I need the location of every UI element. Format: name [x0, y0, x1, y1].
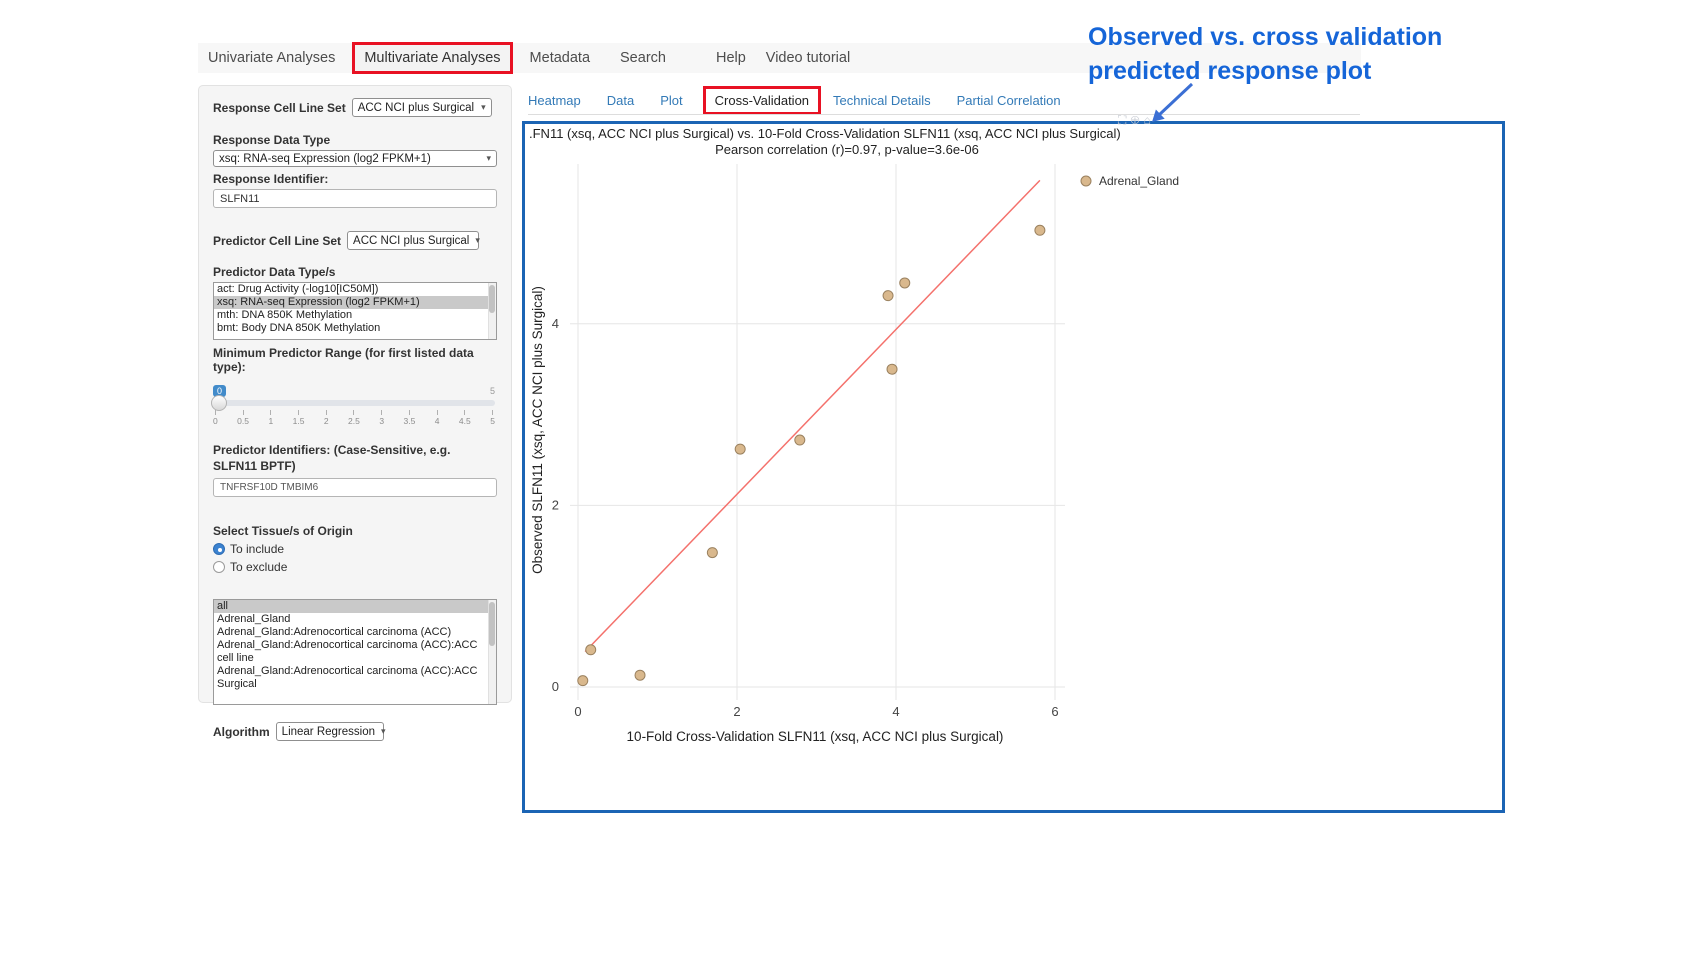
nav-video-tutorial[interactable]: Video tutorial [765, 50, 851, 66]
svg-text:10-Fold Cross-Validation SLFN1: 10-Fold Cross-Validation SLFN11 (xsq, AC… [627, 729, 1004, 744]
analysis-settings-panel: Response Cell Line Set ACC NCI plus Surg… [198, 85, 512, 742]
response-cell-line-set-label: Response Cell Line Set [213, 100, 346, 115]
response-cell-line-set-select[interactable]: ACC NCI plus Surgical ▾ [351, 98, 492, 117]
nav-univariate-analyses[interactable]: Univariate Analyses [208, 50, 336, 66]
svg-text:Adrenal_Gland: Adrenal_Gland [1099, 174, 1179, 188]
scrollbar[interactable] [488, 283, 496, 339]
chevron-down-icon: ▾ [486, 153, 491, 163]
list-item[interactable]: Adrenal_Gland:Adrenocortical carcinoma (… [217, 665, 478, 691]
tab-technical-details[interactable]: Technical Details [833, 92, 931, 108]
annotation-line2: predicted response plot [1088, 57, 1372, 85]
tissue-listbox: all Adrenal_Gland Adrenal_Gland:Adrenoco… [213, 599, 497, 706]
nav-multivariate-analyses[interactable]: Multivariate Analyses [352, 42, 513, 74]
list-item[interactable]: bmt: Body DNA 850K Methylation [217, 322, 381, 334]
list-item[interactable]: Adrenal_Gland [217, 613, 291, 626]
chevron-down-icon: ▾ [475, 235, 480, 245]
svg-text:6: 6 [1051, 704, 1058, 719]
svg-text:2: 2 [733, 704, 740, 719]
svg-text:0: 0 [552, 679, 559, 694]
response-identifier-label: Response Identifier: [213, 172, 329, 186]
cross-validation-plot[interactable]: 0 2 4 6 0 2 4 .FN11 (xsq, ACC NCI plus Surgical… [525, 124, 1502, 810]
predictor-data-types-label: Predictor Data Type/s [213, 265, 336, 279]
annotation-line1: Observed vs. cross validation [1088, 23, 1443, 51]
tab-data[interactable]: Data [606, 92, 635, 108]
predictor-data-types-listbox: act: Drug Activity (-log10[IC50M]) xsq: … [213, 282, 497, 340]
annotation-arrow-icon [1152, 82, 1194, 122]
response-data-type-select[interactable]: xsq: RNA-seq Expression (log2 FPKM+1) ▾ [213, 150, 497, 167]
tab-plot[interactable]: Plot [660, 92, 683, 108]
predictor-identifiers-label: Predictor Identifiers: (Case-Sensitive, … [213, 443, 451, 474]
camera-icon[interactable]: ⛶ [1118, 113, 1131, 127]
predictor-cell-line-set-select[interactable]: ACC NCI plus Surgical ▾ [347, 231, 480, 250]
radio-label: To include [230, 542, 285, 557]
nav-metadata[interactable]: Metadata [529, 50, 591, 66]
chevron-down-icon: ▾ [481, 102, 486, 112]
slider-value-badge: 0 [213, 385, 227, 397]
home-icon[interactable]: ⌂ [1143, 113, 1155, 127]
tab-cross-validation[interactable]: Cross-Validation [702, 85, 822, 115]
list-item[interactable]: xsq: RNA-seq Expression (log2 FPKM+1) [214, 296, 496, 309]
svg-text:0: 0 [574, 704, 581, 719]
response-identifier-input[interactable] [213, 189, 497, 208]
zoom-icon[interactable]: ⊕ [1130, 113, 1144, 127]
tab-heatmap[interactable]: Heatmap [528, 92, 581, 108]
list-item[interactable]: all [214, 600, 496, 614]
scrollbar[interactable] [488, 600, 496, 705]
chevron-down-icon: ▾ [381, 726, 386, 737]
algorithm-select[interactable]: Linear Regression ▾ [275, 722, 386, 742]
list-item[interactable]: Adrenal_Gland:Adrenocortical carcinoma (… [217, 639, 478, 665]
tabs-divider [528, 114, 1360, 115]
svg-text:4: 4 [552, 316, 559, 331]
algorithm-label: Algorithm [213, 724, 270, 739]
plot-modebar[interactable]: ⛶⊕⌂ [1118, 113, 1155, 128]
list-item[interactable]: Adrenal_Gland:Adrenocortical carcinoma (… [217, 626, 452, 639]
list-item[interactable]: act: Drug Activity (-log10[IC50M]) [217, 283, 379, 295]
min-predictor-range-slider: 0 5 0 0.5 1 1.5 2 2.5 3 3.5 4 4.5 5 [211, 385, 495, 432]
radio-label: To exclude [230, 560, 288, 575]
annotation-text: Observed vs. cross validation predicted … [1088, 20, 1508, 88]
response-data-type-value: xsq: RNA-seq Expression (log2 FPKM+1) [219, 152, 431, 165]
slider-grid: 0 0.5 1 1.5 2 2.5 3 3.5 4 4.5 5 [213, 410, 495, 426]
radio-icon [213, 543, 225, 556]
svg-text:2: 2 [552, 497, 559, 512]
svg-text:.FN11 (xsq, ACC NCI plus Surgi: .FN11 (xsq, ACC NCI plus Surgical) vs. 1… [529, 126, 1121, 141]
slider-max-label: 5 [489, 386, 495, 396]
response-cell-line-set-value: ACC NCI plus Surgical [357, 101, 475, 114]
tab-partial-correlation[interactable]: Partial Correlation [956, 92, 1061, 108]
algorithm-value: Linear Regression [281, 725, 376, 738]
predictor-cell-line-set-label: Predictor Cell Line Set [213, 233, 342, 248]
top-navigation: Univariate Analyses Multivariate Analyse… [198, 42, 1361, 74]
list-item[interactable]: mth: DNA 850K Methylation [217, 309, 353, 321]
radio-to-exclude[interactable]: To exclude [213, 560, 497, 574]
cross-validation-plot-frame: 0 2 4 6 0 2 4 .FN11 (xsq, ACC NCI plus Surgical… [522, 121, 1505, 813]
result-tabs: Heatmap Data Plot Cross-Validation Techn… [528, 85, 1361, 115]
slider-handle[interactable] [211, 395, 227, 411]
predictor-cell-line-set-value: ACC NCI plus Surgical [353, 234, 470, 247]
predictor-identifiers-input[interactable] [213, 478, 497, 498]
nav-help[interactable]: Help [715, 50, 746, 66]
min-predictor-range-label: Minimum Predictor Range (for first liste… [213, 346, 474, 374]
radio-icon [213, 561, 225, 574]
slider-track[interactable] [213, 400, 495, 406]
radio-to-include[interactable]: To include [213, 542, 497, 556]
nav-search[interactable]: Search [620, 50, 666, 66]
response-data-type-label: Response Data Type [213, 133, 331, 147]
svg-text:Observed SLFN11 (xsq, ACC NCI: Observed SLFN11 (xsq, ACC NCI plus Surgi… [530, 286, 545, 574]
svg-text:4: 4 [892, 704, 899, 719]
tissue-origin-label: Select Tissue/s of Origin [213, 524, 353, 539]
svg-text:Pearson correlation (r)=0.97,: Pearson correlation (r)=0.97, p-value=3.… [715, 142, 979, 157]
